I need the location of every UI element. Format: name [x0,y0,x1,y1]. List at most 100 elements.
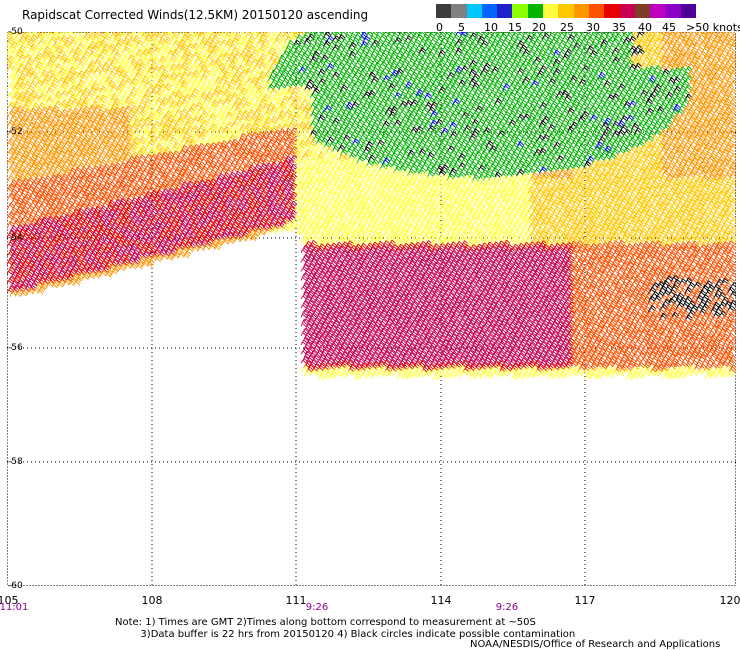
wind-barb [219,32,229,39]
wind-barb [149,52,158,61]
legend-label: 5 [458,21,465,34]
wind-barb [40,32,48,41]
wind-barb [163,45,172,54]
wind-barb [141,57,150,66]
wind-barb [180,53,189,62]
wind-barb [163,36,173,45]
wind-barb [314,175,325,184]
wind-barb [183,39,192,48]
wind-barb [23,34,32,44]
legend-swatch [466,4,482,18]
wind-barb [202,50,212,59]
wind-barb [143,52,153,61]
wind-barb [118,32,127,41]
wind-barb [174,35,184,44]
wind-barb [205,45,215,54]
wind-barb [45,60,55,69]
wind-barb [23,62,32,71]
wind-barb [157,56,168,65]
legend-color-bar [436,4,697,18]
wind-barb [281,41,291,50]
wind-barb [208,40,217,49]
wind-barb [40,51,50,60]
wind-barb [121,55,130,64]
wind-barb [261,47,270,56]
wind-barb [62,40,72,48]
wind-barb [149,33,158,42]
wind-barb [286,39,295,48]
wind-barb [269,42,278,51]
wind-barb [48,54,57,64]
map-frame [7,32,736,586]
wind-barb [48,45,57,54]
wind-barb [118,69,128,78]
wind-barb [132,63,142,72]
legend-label: 40 [638,21,652,34]
wind-barb [152,32,161,37]
wind-barb [182,32,192,38]
wind-barb [71,52,80,61]
legend-label: 30 [586,21,600,34]
wind-barb [138,62,147,71]
wind-barb [51,59,61,68]
wind-barb [244,40,253,49]
wind-barb [225,32,234,38]
wind-barb [258,53,268,62]
wind-barb [76,70,86,79]
wind-barb [188,32,197,38]
wind-barb [54,72,63,81]
wind-barb [169,54,178,63]
wind-barb [225,48,235,56]
wind-barb [247,53,256,62]
wind-barb [418,32,426,37]
wind-barb [143,32,146,33]
wind-barb [135,68,145,76]
wind-barb [160,60,170,69]
wind-barb [37,32,47,37]
wind-barb [26,67,36,76]
wind-barb [239,50,248,59]
wind-barb [34,61,44,70]
wind-barb [51,32,61,40]
wind-barb [292,32,301,39]
wind-barb [325,32,333,34]
wind-barb [37,56,46,65]
wind-barb [334,32,343,38]
wind-barb [253,35,263,43]
wind-barb [412,32,422,38]
wind-barb [141,48,151,57]
wind-barb [135,58,144,67]
wind-barb [180,43,188,52]
wind-barb [101,71,111,80]
wind-barb [132,35,141,44]
wind-barb [15,41,25,49]
legend-swatch [558,4,574,18]
wind-barb [180,61,189,71]
legend-swatch [436,4,452,18]
wind-barb [359,32,368,40]
legend-swatch [451,4,467,18]
wind-barb [390,32,399,41]
wind-barb [188,38,198,47]
wind-barb [129,67,138,76]
wind-barb [160,32,169,40]
wind-barb [174,32,182,34]
wind-barb [57,40,66,49]
wind-barb [143,43,153,52]
wind-barb [205,54,214,63]
wind-barb [208,49,217,58]
wind-barb [90,63,99,72]
legend-label: 35 [612,21,626,34]
wind-barb [244,49,253,58]
wind-barb [252,44,262,53]
legend-swatch [512,4,528,18]
wind-barb [7,33,13,42]
legend-swatch [604,4,620,18]
wind-barb [225,38,235,47]
wind-barb [258,34,267,43]
wind-barb [183,47,192,57]
wind-barb [59,62,69,72]
wind-barb [110,32,120,38]
legend-swatch [680,4,697,18]
wind-barb [43,37,52,46]
